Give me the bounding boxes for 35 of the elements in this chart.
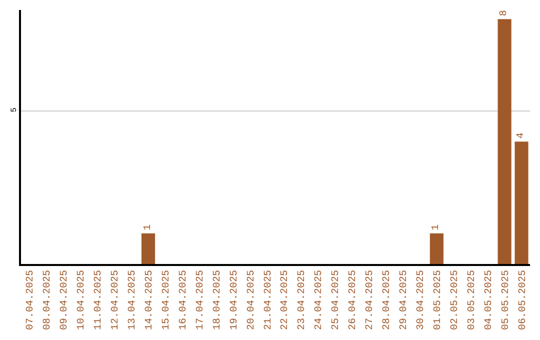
data-label: 8 [499, 10, 510, 16]
x-tick-label: 13.04.2025 [128, 270, 139, 330]
x-tick-label: 02.05.2025 [450, 270, 461, 330]
x-tick-label: 17.04.2025 [195, 270, 206, 330]
x-tick-label: 22.04.2025 [280, 270, 292, 330]
x-tick-label: 03.05.2025 [466, 270, 478, 330]
x-tick-label: 25.04.2025 [331, 270, 342, 330]
x-tick-label: 24.04.2025 [314, 270, 326, 330]
y-tick-label: 5 [10, 107, 19, 112]
x-tick-label: 12.04.2025 [110, 270, 122, 330]
x-tick-label: 09.04.2025 [60, 270, 71, 330]
x-tick-label: 14.04.2025 [144, 270, 156, 330]
x-tick-label: 21.04.2025 [263, 270, 274, 330]
x-tick-label: 11.04.2025 [94, 270, 105, 330]
x-tick-label: 19.04.2025 [229, 270, 240, 330]
x-tick-label: 16.04.2025 [178, 270, 190, 330]
data-label: 1 [142, 224, 154, 230]
x-tick-label: 06.05.2025 [518, 270, 529, 330]
x-tick-label: 01.05.2025 [432, 270, 444, 330]
x-tick-label: 29.04.2025 [399, 270, 410, 330]
x-tick-label: 18.04.2025 [212, 270, 224, 330]
x-tick-label: 04.05.2025 [484, 270, 495, 330]
x-tick-label: 30.04.2025 [416, 270, 427, 330]
x-tick-label: 08.04.2025 [42, 270, 54, 330]
x-tick-label: 07.04.2025 [26, 270, 37, 330]
x-tick-label: 15.04.2025 [161, 270, 172, 330]
x-tick-label: 27.04.2025 [365, 270, 376, 330]
x-tick-label: 28.04.2025 [382, 270, 394, 330]
x-tick-label: 23.04.2025 [297, 270, 308, 330]
x-tick-label: 05.05.2025 [500, 270, 512, 330]
x-tick-label: 20.04.2025 [246, 270, 258, 330]
data-label: 1 [431, 224, 442, 230]
x-tick-label: 26.04.2025 [348, 270, 360, 330]
x-tick-label: 10.04.2025 [76, 270, 88, 330]
data-label: 4 [516, 132, 528, 139]
